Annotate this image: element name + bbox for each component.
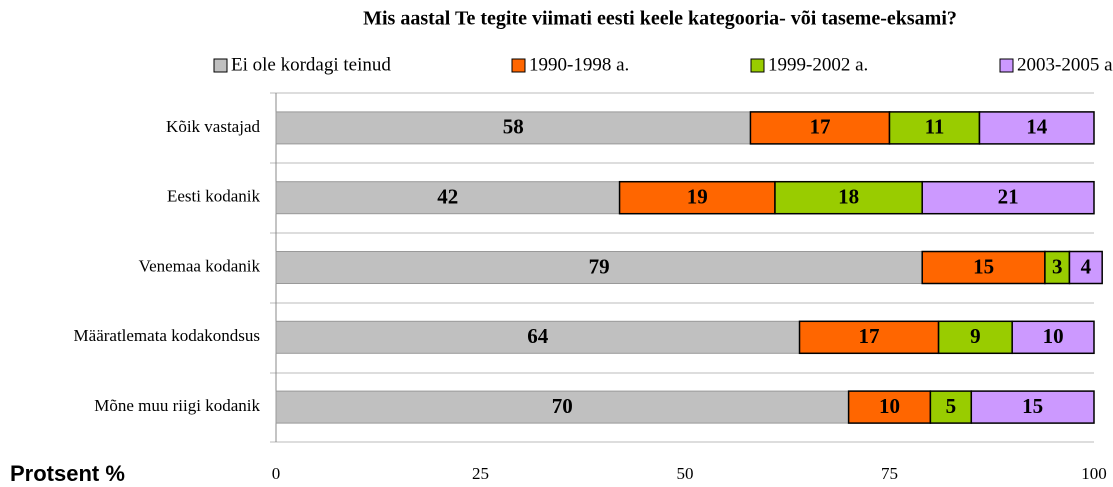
legend-swatch (999, 58, 1014, 73)
legend-label: 2003-2005 a. (1017, 54, 1113, 75)
bar-segment (275, 320, 801, 354)
y-tick-label: Venemaa kodanik (139, 256, 261, 275)
bar-segment (275, 111, 751, 145)
bar-segment (921, 180, 1095, 215)
bar-segment (275, 390, 850, 424)
bar-segment (275, 251, 923, 284)
bar-segment (798, 320, 940, 355)
x-tick-label: 75 (881, 464, 898, 483)
data-label: 64 (527, 324, 549, 348)
legend-swatch (750, 58, 765, 73)
legend-swatch (213, 58, 228, 73)
data-label: 79 (589, 254, 610, 278)
data-label: 3 (1052, 254, 1063, 278)
data-label: 9 (970, 324, 981, 348)
category-gridlines (270, 92, 1094, 443)
data-label: 17 (859, 324, 880, 348)
bar-segment (749, 111, 891, 145)
data-label: 18 (838, 185, 859, 209)
x-tick-label: 0 (272, 464, 281, 483)
x-axis-label: Protsent % (10, 461, 125, 486)
data-label: 15 (973, 254, 994, 278)
data-label: 4 (1081, 254, 1092, 278)
bar-segment (275, 181, 621, 215)
bar-segment (1011, 320, 1095, 355)
x-tick-label: 50 (677, 464, 694, 483)
x-tick-label: 100 (1081, 464, 1107, 483)
data-label: 10 (879, 394, 900, 418)
data-label: 5 (946, 394, 957, 418)
bar-segment (1044, 250, 1071, 285)
y-tick-label: Määratlemata kodakondsus (74, 326, 260, 345)
data-label: 21 (998, 185, 1019, 209)
bar-segment (978, 111, 1095, 145)
data-label: 15 (1022, 394, 1043, 418)
legend-label: 1999-2002 a. (768, 54, 868, 75)
data-label: 19 (687, 185, 708, 209)
y-tick-label: Mõne muu riigi kodanik (94, 396, 260, 415)
legend-label: Ei ole kordagi teinud (231, 54, 391, 75)
data-label: 14 (1026, 115, 1048, 139)
legend-label: 1990-1998 a. (529, 54, 629, 75)
bar-segment (618, 180, 776, 215)
data-label: 10 (1043, 324, 1064, 348)
data-label: 42 (437, 185, 458, 209)
data-label: 17 (809, 115, 830, 139)
data-label: 11 (925, 115, 945, 139)
bar-segment (1068, 250, 1103, 285)
chart-title: Mis aastal Te tegite viimati eesti keele… (363, 8, 957, 30)
x-tick-label: 25 (472, 464, 489, 483)
data-label: 70 (552, 394, 573, 418)
y-tick-label: Kõik vastajad (166, 117, 260, 136)
bar-segment (929, 390, 973, 424)
bar-segment (888, 111, 981, 145)
y-tick-label: Eesti kodanik (167, 187, 261, 206)
data-label: 58 (503, 115, 524, 139)
legend-swatch (511, 58, 526, 73)
bar-segment (970, 390, 1095, 424)
